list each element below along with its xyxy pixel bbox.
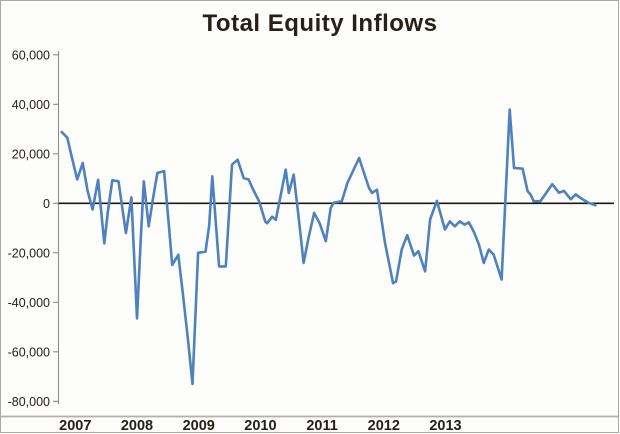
y-axis: 60,000 40,000 20,000 0 -20,000 -40,000 -60,000… [8,48,60,409]
y-tick-label: 20,000 [12,147,50,161]
equity-inflows-line [60,108,597,386]
x-axis: 2007 2008 2009 2010 2011 2012 2013 [59,418,461,432]
x-tick-label: 2010 [244,418,276,432]
x-tick-label: 2011 [306,418,337,432]
y-tick-label: 60,000 [12,48,50,62]
y-tick-label: -20,000 [8,246,50,260]
y-tick-label: 40,000 [12,98,50,112]
x-tick-label: 2013 [429,418,461,432]
chart-title: Total Equity Inflows [203,10,438,37]
y-tick-label: -40,000 [8,296,50,310]
x-tick-label: 2007 [59,418,91,432]
y-tick-label: -60,000 [8,345,50,359]
x-tick-label: 2012 [368,418,400,432]
y-tick-label: -80,000 [8,395,50,409]
x-tick-label: 2009 [183,418,215,432]
x-tick-label: 2008 [121,418,153,432]
y-tick-label: 0 [43,197,50,211]
